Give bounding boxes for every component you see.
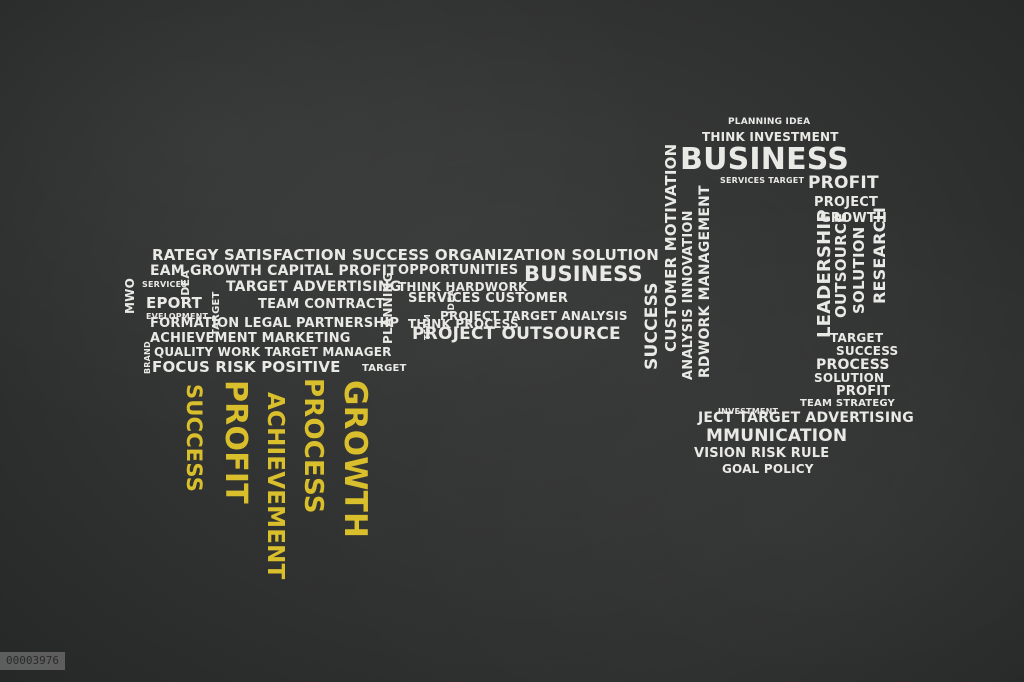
tooth-profit: PROFIT (218, 380, 253, 504)
row-7a: ACHIEVEMENT MARKETING (150, 331, 351, 346)
v-planning: PLANNING (381, 272, 395, 344)
row-6a: FORMATION LEGAL PARTNERSHIP (150, 316, 400, 331)
row-6b: THINK PROCESS (408, 317, 519, 331)
tooth-success: SUCCESS (182, 384, 206, 493)
v-idea2: IDEA (447, 289, 457, 314)
row-7b: PROJECT OUTSOURCE (412, 324, 621, 344)
ring-4: SERVICES TARGET (720, 176, 805, 185)
ring-13: TEAM STRATEGY (800, 398, 895, 409)
row-2b: OPPORTUNITIES (398, 263, 519, 278)
stock-photo-id-watermark: 00003976 (0, 652, 65, 670)
ring-12: PROFIT (836, 384, 891, 399)
row-3a: SERVICES (142, 280, 188, 289)
v-mwo: MWO (123, 278, 137, 314)
row-3c: THINK HARDWORK (398, 280, 528, 294)
ring-14: INVESTMENT (718, 407, 779, 416)
row-3b: TARGET ADVERTISING (226, 279, 402, 295)
row-9a: FOCUS RISK POSITIVE (152, 358, 341, 376)
v-analysis-innovation: ANALYSIS INNOVATION (681, 210, 696, 380)
ring-2: THINK INVESTMENT (702, 130, 839, 144)
v-outsource: OUTSOURCE (832, 212, 850, 318)
ring-1: PLANNING IDEA (728, 117, 811, 127)
v-success: SUCCESS (642, 282, 662, 370)
tooth-growth: GROWTH (337, 380, 373, 539)
ring-3: BUSINESS (680, 142, 850, 177)
row-1: RATEGY SATISFACTION SUCCESS ORGANIZATION… (152, 246, 659, 264)
v-hardwork-management: RDWORK MANAGEMENT (697, 185, 713, 378)
v-brand: BRAND (143, 341, 152, 374)
ring-9: SUCCESS (836, 344, 899, 358)
v-customer-motivation: CUSTOMER MOTIVATION (662, 143, 680, 352)
ring-10: PROCESS (816, 357, 890, 373)
ring-5: PROFIT (808, 173, 879, 193)
tooth-process: PROCESS (298, 378, 328, 514)
row-4a: EPORT (146, 294, 203, 312)
tooth-achievement: ACHIEVEMENT (262, 392, 288, 580)
v-idea: IDEA (179, 269, 192, 300)
ring-6: PROJECT (814, 195, 879, 210)
row-9b: TARGET (362, 363, 407, 374)
row-2a: EAM GROWTH CAPITAL PROFIT (150, 263, 397, 279)
v-solution: SOLUTION (850, 226, 868, 314)
row-5b: PROJECT TARGET ANALYSIS (440, 309, 628, 323)
ring-11: SOLUTION (814, 371, 885, 385)
v-team: TEAM (423, 314, 432, 340)
ring-17: VISION RISK RULE (694, 446, 830, 461)
ring-18: GOAL POLICY (722, 462, 814, 476)
ring-16: MMUNICATION (706, 426, 848, 446)
v-research: RESEARCH (870, 206, 889, 304)
row-4b: TEAM CONTRACT (258, 297, 385, 312)
row-5a: EVELOPMENT (146, 312, 209, 321)
row-2c: BUSINESS (524, 262, 643, 286)
ring-8: TARGET (830, 331, 884, 345)
row-4c: SERVICES CUSTOMER (408, 291, 569, 306)
ring-7: GROWTH (820, 211, 888, 226)
v-target: TARGET (211, 291, 222, 336)
row-8: QUALITY WORK TARGET MANAGER (154, 345, 392, 359)
ring-15: JECT TARGET ADVERTISING (698, 410, 914, 426)
